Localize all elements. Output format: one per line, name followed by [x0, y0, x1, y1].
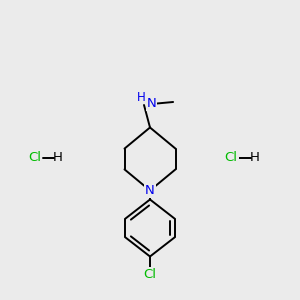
- Text: N: N: [147, 97, 156, 110]
- Text: Cl: Cl: [143, 268, 157, 281]
- Text: Cl: Cl: [224, 151, 238, 164]
- Text: N: N: [145, 184, 155, 197]
- Text: H: H: [136, 91, 146, 104]
- Text: Cl: Cl: [28, 151, 41, 164]
- Text: H: H: [250, 151, 259, 164]
- Text: H: H: [53, 151, 63, 164]
